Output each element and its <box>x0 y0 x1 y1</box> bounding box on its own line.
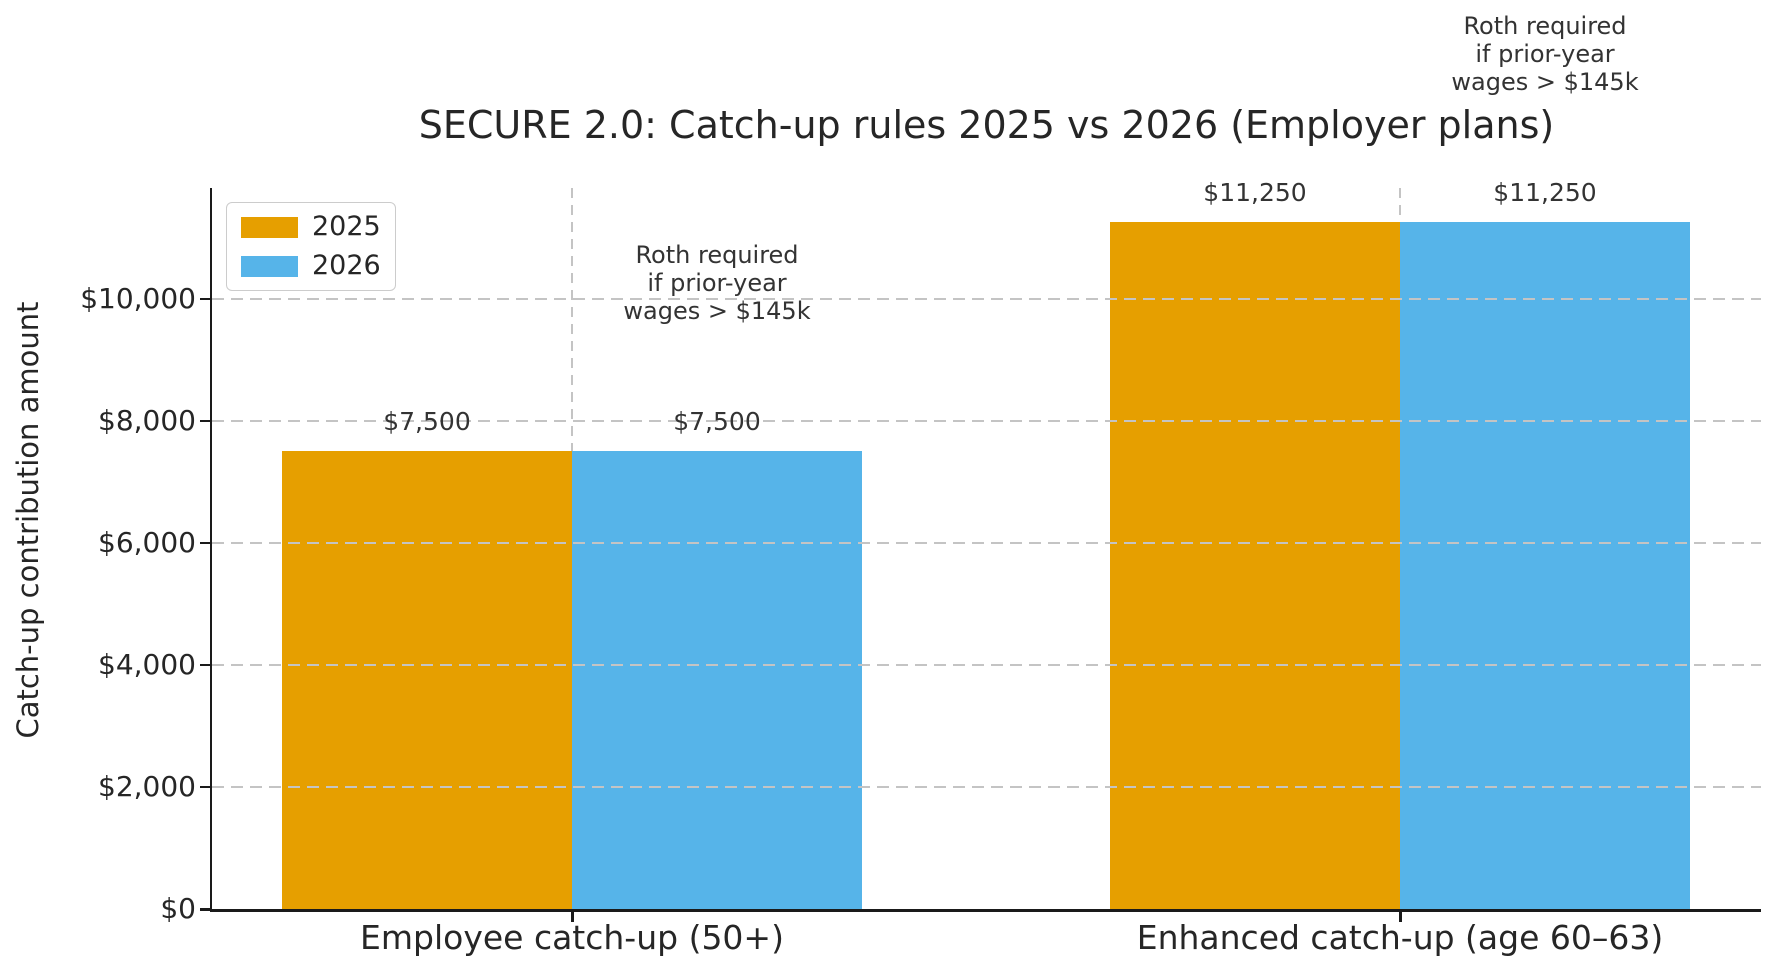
x-tick-label-enhanced-catch-up-age-60-63: Enhanced catch-up (age 60–63) <box>1136 918 1664 957</box>
y-tick-label: $10,000 <box>80 281 196 315</box>
y-tick-label: $8,000 <box>98 403 196 437</box>
y-tickmark <box>199 297 210 301</box>
legend-swatch-2025 <box>241 216 298 238</box>
x-tick-label-employee-catch-up-50: Employee catch-up (50+) <box>360 918 784 957</box>
y-gridline <box>212 663 1761 666</box>
annotation-roth-required: Roth required if prior-year wages > $145… <box>623 241 811 326</box>
legend-swatch-2026 <box>241 255 298 277</box>
legend-label: 2026 <box>312 250 381 281</box>
bar-2026-enhanced-catch-up-age-60-63 <box>1400 222 1690 909</box>
x-axis-spine <box>209 909 1761 912</box>
chart-title: SECURE 2.0: Catch-up rules 2025 vs 2026 … <box>418 103 1555 147</box>
bar-2025-enhanced-catch-up-age-60-63 <box>1110 222 1400 909</box>
y-tickmark <box>199 908 210 911</box>
x-tickmark <box>1399 911 1402 922</box>
y-tickmark <box>199 541 210 545</box>
legend: 2025 2026 <box>226 202 396 291</box>
legend-label: 2025 <box>312 211 381 242</box>
legend-item-2026: 2026 <box>241 251 381 281</box>
bar-value-label: $11,250 <box>1493 178 1597 208</box>
y-axis-spine <box>209 188 212 912</box>
y-tickmark <box>199 785 210 789</box>
y-gridline <box>212 297 1761 300</box>
y-gridline <box>212 785 1761 788</box>
bar-value-label: $7,500 <box>383 407 471 437</box>
bar-2025-employee-catch-up-50 <box>282 451 572 909</box>
annotation-roth-required: Roth required if prior-year wages > $145… <box>1451 12 1639 97</box>
legend-item-2025: 2025 <box>241 212 381 242</box>
y-tick-label: $0 <box>160 892 196 925</box>
y-tickmark <box>199 419 210 423</box>
y-tickmark <box>199 663 210 667</box>
bar-value-label: $11,250 <box>1203 178 1307 208</box>
x-tickmark <box>571 911 574 922</box>
y-tick-label: $2,000 <box>98 769 196 803</box>
y-tick-label: $4,000 <box>98 647 196 681</box>
y-gridline <box>212 419 1761 422</box>
bar-2026-employee-catch-up-50 <box>572 451 862 909</box>
bar-value-label: $7,500 <box>673 407 761 437</box>
y-tick-label: $6,000 <box>98 525 196 559</box>
y-gridline <box>212 541 1761 544</box>
